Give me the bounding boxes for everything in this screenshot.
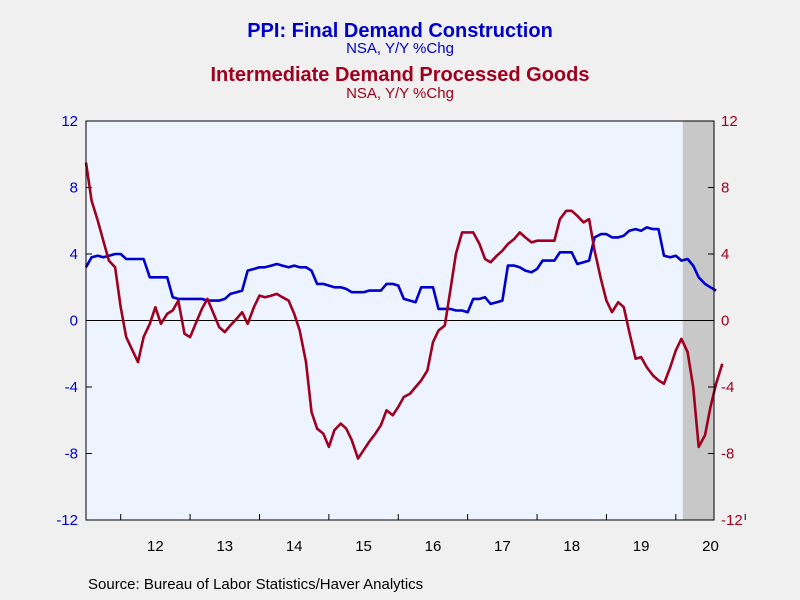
- y-tick-label-left: -12: [56, 512, 78, 529]
- x-tick-label: 17: [494, 538, 511, 555]
- source-note: Source: Bureau of Labor Statistics/Haver…: [88, 576, 424, 593]
- y-tick-label-right: -12: [721, 512, 743, 529]
- y-tick-label-left: -4: [65, 379, 78, 396]
- chart-subtitle-construction: NSA, Y/Y %Chg: [346, 40, 454, 57]
- x-tick-label: 15: [355, 538, 372, 555]
- x-tick-label: 12: [147, 538, 164, 555]
- x-tick-label: 14: [286, 538, 303, 555]
- y-tick-label-left: 8: [70, 180, 78, 197]
- y-tick-label-right: 12: [721, 113, 738, 130]
- y-tick-label-right: -8: [721, 446, 734, 463]
- series-line-processed-goods: [84, 162, 724, 460]
- y-tick-label-left: 0: [70, 313, 78, 330]
- x-tick-label: 16: [425, 538, 442, 555]
- y-tick-label-right: 4: [721, 246, 729, 263]
- y-tick-label-right: -4: [721, 379, 734, 396]
- x-tick-label: 20: [702, 538, 719, 555]
- y-tick-label-left: 12: [61, 113, 78, 130]
- x-tick-label: 19: [633, 538, 650, 555]
- plot-frame: [85, 120, 715, 521]
- series-line-construction: [84, 226, 717, 314]
- x-tick-label: 13: [216, 538, 233, 555]
- chart-title-processed-goods: Intermediate Demand Processed Goods: [210, 64, 590, 86]
- chart-title-construction: PPI: Final Demand Construction: [247, 20, 553, 42]
- y-tick-label-right: 0: [721, 313, 729, 330]
- y-tick-label-right: 8: [721, 180, 729, 197]
- y-tick-label-left: -8: [65, 446, 78, 463]
- x-tick-label: 18: [563, 538, 580, 555]
- chart-subtitle-processed-goods: NSA, Y/Y %Chg: [346, 85, 454, 102]
- y-tick-label-left: 4: [70, 246, 78, 263]
